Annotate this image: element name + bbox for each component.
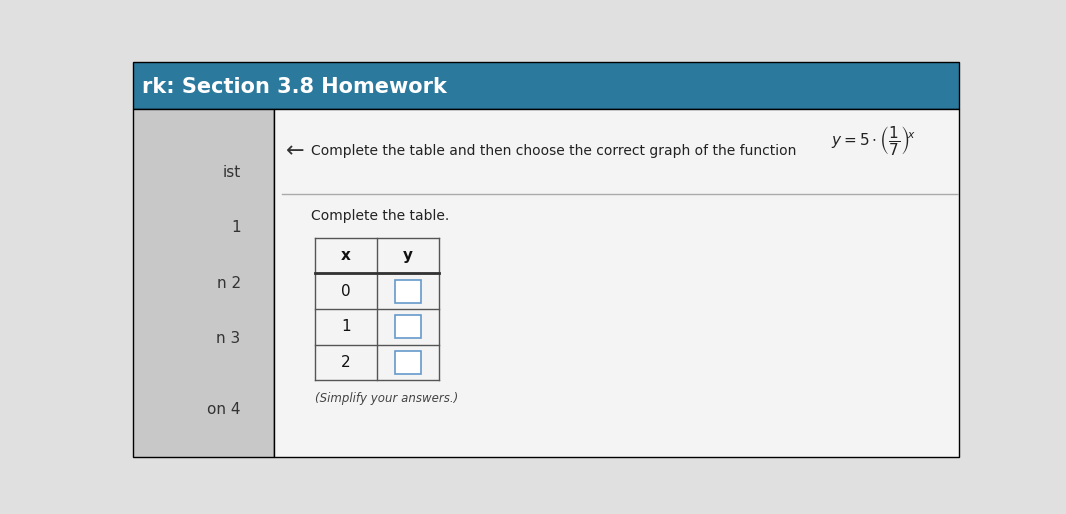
Text: 2: 2: [341, 355, 351, 370]
Text: n 3: n 3: [216, 331, 241, 346]
Text: n 2: n 2: [216, 276, 241, 291]
FancyBboxPatch shape: [133, 62, 959, 109]
Text: 0: 0: [341, 284, 351, 299]
FancyBboxPatch shape: [274, 109, 959, 457]
Text: Complete the table.: Complete the table.: [311, 209, 449, 223]
Text: on 4: on 4: [207, 402, 241, 417]
Text: 1: 1: [231, 221, 241, 235]
Text: (Simplify your answers.): (Simplify your answers.): [316, 392, 458, 405]
FancyBboxPatch shape: [133, 109, 274, 457]
Text: y: y: [403, 248, 413, 263]
FancyBboxPatch shape: [394, 280, 421, 303]
Text: $y = 5 \cdot \left(\dfrac{1}{7}\right)^{\!x}$: $y = 5 \cdot \left(\dfrac{1}{7}\right)^{…: [831, 124, 917, 157]
Text: Complete the table and then choose the correct graph of the function: Complete the table and then choose the c…: [311, 144, 796, 158]
FancyBboxPatch shape: [394, 351, 421, 374]
FancyBboxPatch shape: [394, 316, 421, 338]
Text: ist: ist: [223, 165, 241, 180]
Text: rk: Section 3.8 Homework: rk: Section 3.8 Homework: [142, 78, 447, 98]
Text: 1: 1: [341, 319, 351, 334]
Text: ←: ←: [286, 141, 305, 161]
Text: x: x: [341, 248, 351, 263]
